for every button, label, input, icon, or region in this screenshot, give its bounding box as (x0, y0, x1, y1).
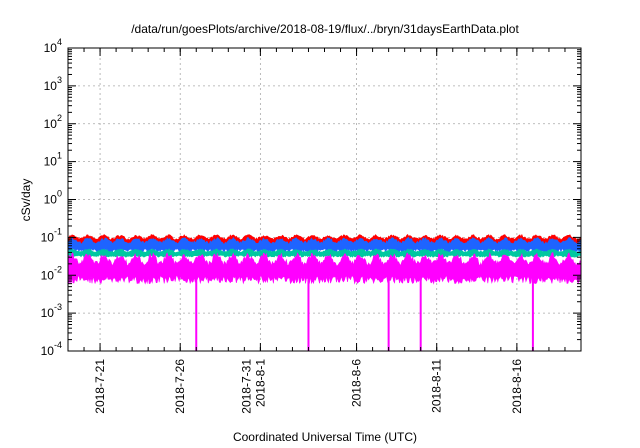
y-tick-label: 104 (44, 37, 62, 55)
y-tick-label: 10-4 (41, 340, 62, 358)
x-tick-label: 2018-7-31 (239, 359, 253, 414)
y-tick-label: 100 (44, 189, 62, 207)
x-tick-label: 2018-8-6 (350, 359, 364, 407)
y-axis-label: cSv/day (19, 179, 33, 222)
y-tick-exponent: 1 (57, 151, 62, 161)
y-tick-label: 103 (44, 75, 62, 93)
x-axis-label: Coordinated Universal Time (UTC) (233, 430, 417, 444)
x-tick-label: 2018-7-21 (93, 359, 107, 414)
x-axis: 2018-7-21 2018-7-26 2018-7-31 2018-8-1 2018-… (83, 48, 566, 414)
grid (68, 48, 581, 351)
series-band (67, 252, 582, 285)
x-tick-label: 2018-8-11 (430, 359, 444, 413)
y-tick-exponent: 4 (57, 37, 62, 47)
y-tick-label: 10-2 (41, 264, 62, 282)
x-tick-label: 2018-8-16 (510, 359, 524, 414)
y-tick-label: 102 (44, 113, 62, 131)
y-tick-exponent: -2 (54, 264, 62, 274)
y-tick-exponent: 3 (57, 75, 62, 85)
series-group (67, 233, 582, 285)
x-tick-label: 2018-8-1 (253, 359, 267, 407)
y-tick-exponent: -1 (54, 226, 62, 236)
y-tick-exponent: 2 (57, 113, 62, 123)
y-tick-exponent: -3 (54, 302, 62, 312)
dropout-group (195, 275, 534, 351)
y-tick-exponent: -4 (54, 340, 62, 350)
y-tick-label: 10-3 (41, 302, 62, 320)
y-tick-label: 10-1 (41, 226, 62, 244)
chart-title: /data/run/goesPlots/archive/2018-08-19/f… (131, 22, 519, 36)
y-tick-exponent: 0 (57, 189, 62, 199)
x-tick-label: 2018-7-26 (173, 359, 187, 414)
y-tick-label: 101 (44, 151, 62, 169)
